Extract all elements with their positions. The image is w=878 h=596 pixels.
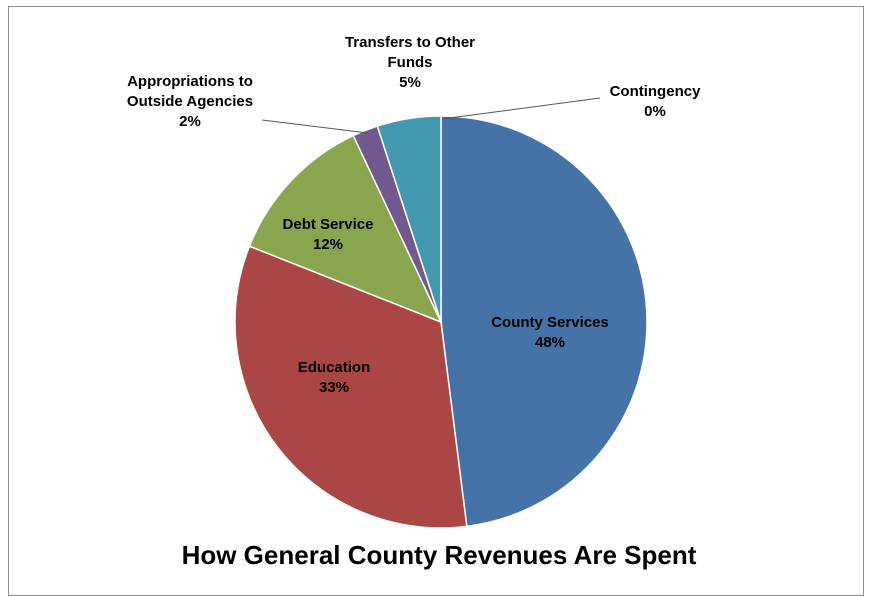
slice-value-debt-service: 12% [313,236,343,253]
pie-slice-county-services [440,115,648,528]
slice-value-transfers-to-other-funds: 5% [399,74,421,91]
pie-chart: County Services 48% Education 33% Debt Servi… [127,34,701,529]
slice-label-education: Education 33% [298,359,371,396]
slice-name-transfers-to-other-funds: Transfers to Other [345,34,475,51]
slice-name-education: Education [298,359,371,376]
pie-slice-debt-service [248,134,443,324]
leader-line-appropriations-to-outside-agencies [261,119,369,134]
pie-slices [234,115,648,529]
slice-name-transfers-to-other-funds: Funds [388,54,433,71]
slice-value-contingency: 0% [644,103,666,120]
slice-name-appropriations-to-outside-agencies: Outside Agencies [127,93,253,110]
slice-labels: County Services 48% Education 33% Debt Servi… [127,34,701,396]
pie-slice-education [234,245,468,529]
slice-label-debt-service: Debt Service 12% [283,216,374,253]
slice-value-county-services: 48% [535,334,565,351]
pie-slice-transfers-to-other-funds [376,115,442,323]
chart-title: How General County Revenues Are Spent [181,540,697,570]
slice-name-county-services: County Services [491,314,609,331]
slice-label-contingency: Contingency 0% [610,83,701,120]
slice-name-contingency: Contingency [610,83,701,100]
leader-line-contingency [441,97,601,120]
slice-label-county-services: County Services 48% [491,314,609,351]
leader-lines [261,97,601,134]
slice-label-appropriations-to-outside-agencies: Appropriations to Outside Agencies 2% [127,73,253,130]
slice-value-appropriations-to-outside-agencies: 2% [179,113,201,130]
slice-name-appropriations-to-outside-agencies: Appropriations to [127,73,253,90]
slice-value-education: 33% [319,379,349,396]
slice-label-transfers-to-other-funds: Transfers to Other Funds 5% [345,34,475,91]
slice-name-debt-service: Debt Service [283,216,374,233]
